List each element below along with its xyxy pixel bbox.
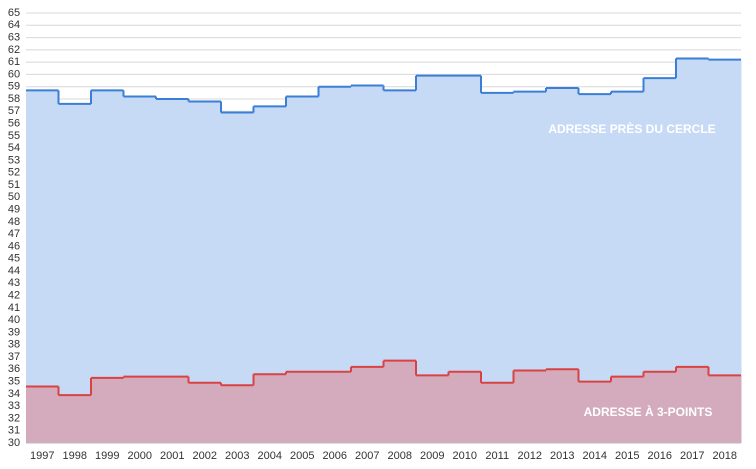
area-segment (318, 371, 352, 443)
area-segment (611, 376, 644, 443)
area-segment (253, 374, 287, 443)
area-segment (351, 366, 384, 443)
area-segment (286, 371, 319, 443)
y-tick-label: 31 (8, 425, 20, 437)
y-tick-label: 63 (8, 31, 20, 43)
y-tick-label: 53 (8, 154, 20, 166)
y-tick-label: 38 (8, 339, 20, 351)
area-segment (578, 381, 612, 443)
area-segment (546, 369, 579, 443)
x-tick-label: 2001 (160, 450, 184, 462)
series-label: ADRESSE À 3-POINTS (584, 404, 713, 419)
area-segment (26, 386, 59, 443)
area-segment (383, 360, 417, 443)
x-tick-label: 2017 (680, 450, 704, 462)
x-tick-label: 2016 (648, 450, 672, 462)
x-tick-label: 2007 (355, 450, 379, 462)
area-segment (221, 385, 254, 443)
area-segment (676, 366, 709, 443)
y-tick-label: 55 (8, 130, 20, 142)
y-tick-label: 30 (8, 437, 20, 449)
area-segment (416, 375, 449, 443)
y-tick-label: 48 (8, 216, 20, 228)
y-tick-label: 59 (8, 81, 20, 93)
x-tick-label: 2005 (290, 450, 314, 462)
y-tick-label: 42 (8, 289, 20, 301)
area-segment (481, 382, 514, 443)
series-label: ADRESSE PRÈS DU CERCLE (548, 121, 715, 136)
y-tick-label: 56 (8, 117, 20, 129)
y-tick-label: 47 (8, 228, 20, 240)
y-tick-label: 45 (8, 253, 20, 265)
x-tick-label: 2004 (258, 450, 282, 462)
area-segment (58, 395, 92, 443)
y-tick-label: 62 (8, 44, 20, 56)
y-tick-label: 40 (8, 314, 20, 326)
x-tick-label: 2015 (615, 450, 639, 462)
x-tick-label: 2011 (485, 450, 509, 462)
y-tick-label: 36 (8, 363, 20, 375)
y-tick-label: 50 (8, 191, 20, 203)
y-tick-label: 64 (8, 19, 20, 31)
x-tick-label: 2006 (323, 450, 347, 462)
y-tick-label: 34 (8, 388, 20, 400)
x-tick-label: 2009 (420, 450, 444, 462)
x-tick-label: 2018 (713, 450, 737, 462)
x-tick-label: 2013 (550, 450, 574, 462)
x-tick-label: 2002 (193, 450, 217, 462)
area-segment (448, 371, 482, 443)
x-tick-label: 2012 (518, 450, 542, 462)
y-tick-label: 49 (8, 203, 20, 215)
y-tick-label: 46 (8, 240, 20, 252)
y-tick-label: 65 (8, 7, 20, 19)
x-tick-label: 2010 (453, 450, 477, 462)
area-segment (708, 375, 742, 443)
y-tick-label: 41 (8, 302, 20, 314)
y-tick-label: 35 (8, 375, 20, 387)
y-tick-label: 57 (8, 105, 20, 117)
y-tick-label: 54 (8, 142, 20, 154)
y-tick-label: 61 (8, 56, 20, 68)
area-segment (91, 377, 124, 443)
y-tick-label: 44 (8, 265, 20, 277)
x-tick-label: 2003 (225, 450, 249, 462)
area-segment (26, 90, 59, 444)
y-tick-label: 52 (8, 167, 20, 179)
x-tick-label: 1999 (95, 450, 119, 462)
area-segment (123, 376, 157, 443)
y-tick-label: 37 (8, 351, 20, 363)
y-tick-label: 58 (8, 93, 20, 105)
y-tick-label: 60 (8, 68, 20, 80)
y-tick-label: 32 (8, 412, 20, 424)
area-segment (58, 103, 92, 444)
area-segment (156, 376, 189, 443)
area-segment (188, 382, 222, 443)
x-tick-label: 1997 (30, 450, 54, 462)
y-tick-label: 43 (8, 277, 20, 289)
x-tick-label: 2014 (583, 450, 607, 462)
x-tick-label: 2008 (388, 450, 412, 462)
y-tick-label: 33 (8, 400, 20, 412)
x-tick-label: 1998 (63, 450, 87, 462)
x-tick-label: 2000 (128, 450, 152, 462)
area-segment (513, 370, 547, 443)
y-tick-label: 51 (8, 179, 20, 191)
y-tick-label: 39 (8, 326, 20, 338)
area-segment (643, 371, 677, 443)
